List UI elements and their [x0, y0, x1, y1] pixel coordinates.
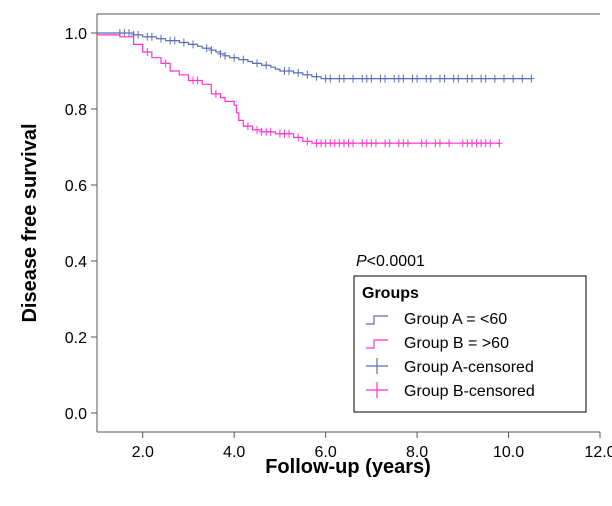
censor-mark-group-a [208, 46, 215, 55]
y-tick-label: 0.4 [65, 254, 87, 271]
censor-mark-group-a [286, 67, 293, 75]
x-axis-title: Follow-up (years) [265, 456, 431, 478]
censor-mark-group-a [171, 36, 178, 45]
censor-mark-group-a [231, 53, 238, 62]
censor-mark-group-b [404, 139, 411, 148]
censor-mark-group-b [244, 122, 251, 131]
censor-mark-group-b [487, 139, 494, 148]
censor-mark-group-a [427, 74, 434, 83]
censor-mark-group-a [254, 59, 261, 68]
censor-mark-group-b [423, 139, 430, 148]
censor-mark-group-a [528, 74, 535, 83]
x-tick-label: 8.0 [406, 444, 428, 461]
plot-area [97, 29, 535, 148]
legend-entry-group-a-censored: Group A-censored [404, 359, 534, 376]
legend-group-b-censor-icon [366, 382, 388, 398]
censor-mark-group-b [304, 137, 311, 146]
censor-mark-group-a [240, 55, 247, 64]
censor-mark-group-a [414, 74, 421, 83]
p-value-symbol: P [356, 253, 367, 270]
censor-mark-group-b [212, 89, 219, 98]
censor-mark-group-a [510, 74, 517, 83]
censor-mark-group-a [468, 74, 475, 83]
censor-mark-group-a [491, 74, 498, 83]
legend-entry-group-a: Group A = <60 [404, 311, 507, 328]
legend-group-b-line-icon [366, 339, 388, 349]
legend-group-a-line-icon [366, 315, 388, 325]
censor-mark-group-a [295, 68, 302, 77]
censor-mark-group-b [372, 139, 379, 148]
censor-mark-group-a [350, 74, 357, 83]
censor-mark-group-a [203, 44, 210, 53]
y-axis-ticks: 0.0 0.2 0.4 0.6 0.8 1.0 [65, 26, 97, 423]
x-axis-ticks: 2.0 4.0 6.0 8.0 10.0 12.0 [132, 432, 612, 461]
p-value-annotation: P<0.0001 [356, 253, 425, 270]
p-value-text: <0.0001 [367, 253, 425, 270]
censor-mark-group-a [340, 74, 347, 83]
legend: Groups Group A = <60 Group B = >60 Group… [353, 275, 587, 413]
censor-mark-group-a [441, 74, 448, 83]
censor-mark-group-a [135, 30, 142, 39]
censor-mark-group-a [222, 51, 229, 60]
censor-mark-group-a [313, 72, 320, 81]
y-tick-label: 1.0 [65, 26, 87, 43]
censor-mark-group-a [368, 74, 375, 83]
censor-mark-group-a [180, 38, 187, 47]
survival-curve-group-b [97, 34, 500, 144]
x-tick-label: 4.0 [223, 444, 245, 461]
censor-mark-group-b [446, 139, 453, 148]
x-tick-label: 12.0 [584, 444, 612, 461]
y-axis-title: Disease free survival [19, 123, 41, 322]
y-tick-label: 0.8 [65, 102, 87, 119]
censor-mark-group-b [254, 125, 261, 134]
censor-mark-group-b [267, 127, 274, 136]
y-tick-label: 0.6 [65, 178, 87, 195]
censor-mark-group-a [148, 32, 155, 41]
censor-mark-group-a [126, 29, 133, 37]
censor-mark-group-a [327, 74, 334, 83]
censor-mark-group-a [382, 74, 389, 83]
censor-mark-group-b [386, 139, 393, 148]
survival-curve-group-a [97, 32, 532, 80]
censor-mark-group-a [400, 74, 407, 83]
x-tick-label: 2.0 [132, 444, 154, 461]
censor-mark-group-a [304, 70, 311, 79]
censor-mark-group-a [500, 74, 507, 83]
censor-mark-group-a [190, 40, 197, 49]
censor-mark-group-b [496, 139, 503, 148]
x-tick-label: 6.0 [315, 444, 337, 461]
censor-mark-group-a [455, 74, 462, 83]
legend-group-a-censor-icon [366, 358, 388, 374]
legend-box [353, 275, 587, 413]
y-tick-label: 0.0 [65, 406, 87, 423]
censor-mark-group-b [144, 48, 151, 56]
censor-mark-group-a [519, 74, 526, 83]
censor-mark-group-a [482, 74, 489, 83]
censor-mark-group-a [263, 61, 270, 70]
censor-mark-group-a [217, 49, 224, 58]
legend-title: Groups [362, 285, 419, 302]
censor-mark-group-b [350, 139, 357, 148]
legend-entry-group-b-censored: Group B-censored [404, 383, 535, 400]
y-tick-label: 0.2 [65, 330, 87, 347]
censor-mark-group-b [162, 59, 169, 68]
censor-mark-group-b [436, 139, 443, 148]
censor-mark-group-a [158, 34, 165, 43]
censor-mark-group-b [194, 76, 201, 85]
censor-mark-group-b [295, 133, 302, 142]
censor-mark-group-b [286, 129, 293, 138]
x-tick-label: 10.0 [493, 444, 524, 461]
legend-entry-group-b: Group B = >60 [404, 335, 509, 352]
